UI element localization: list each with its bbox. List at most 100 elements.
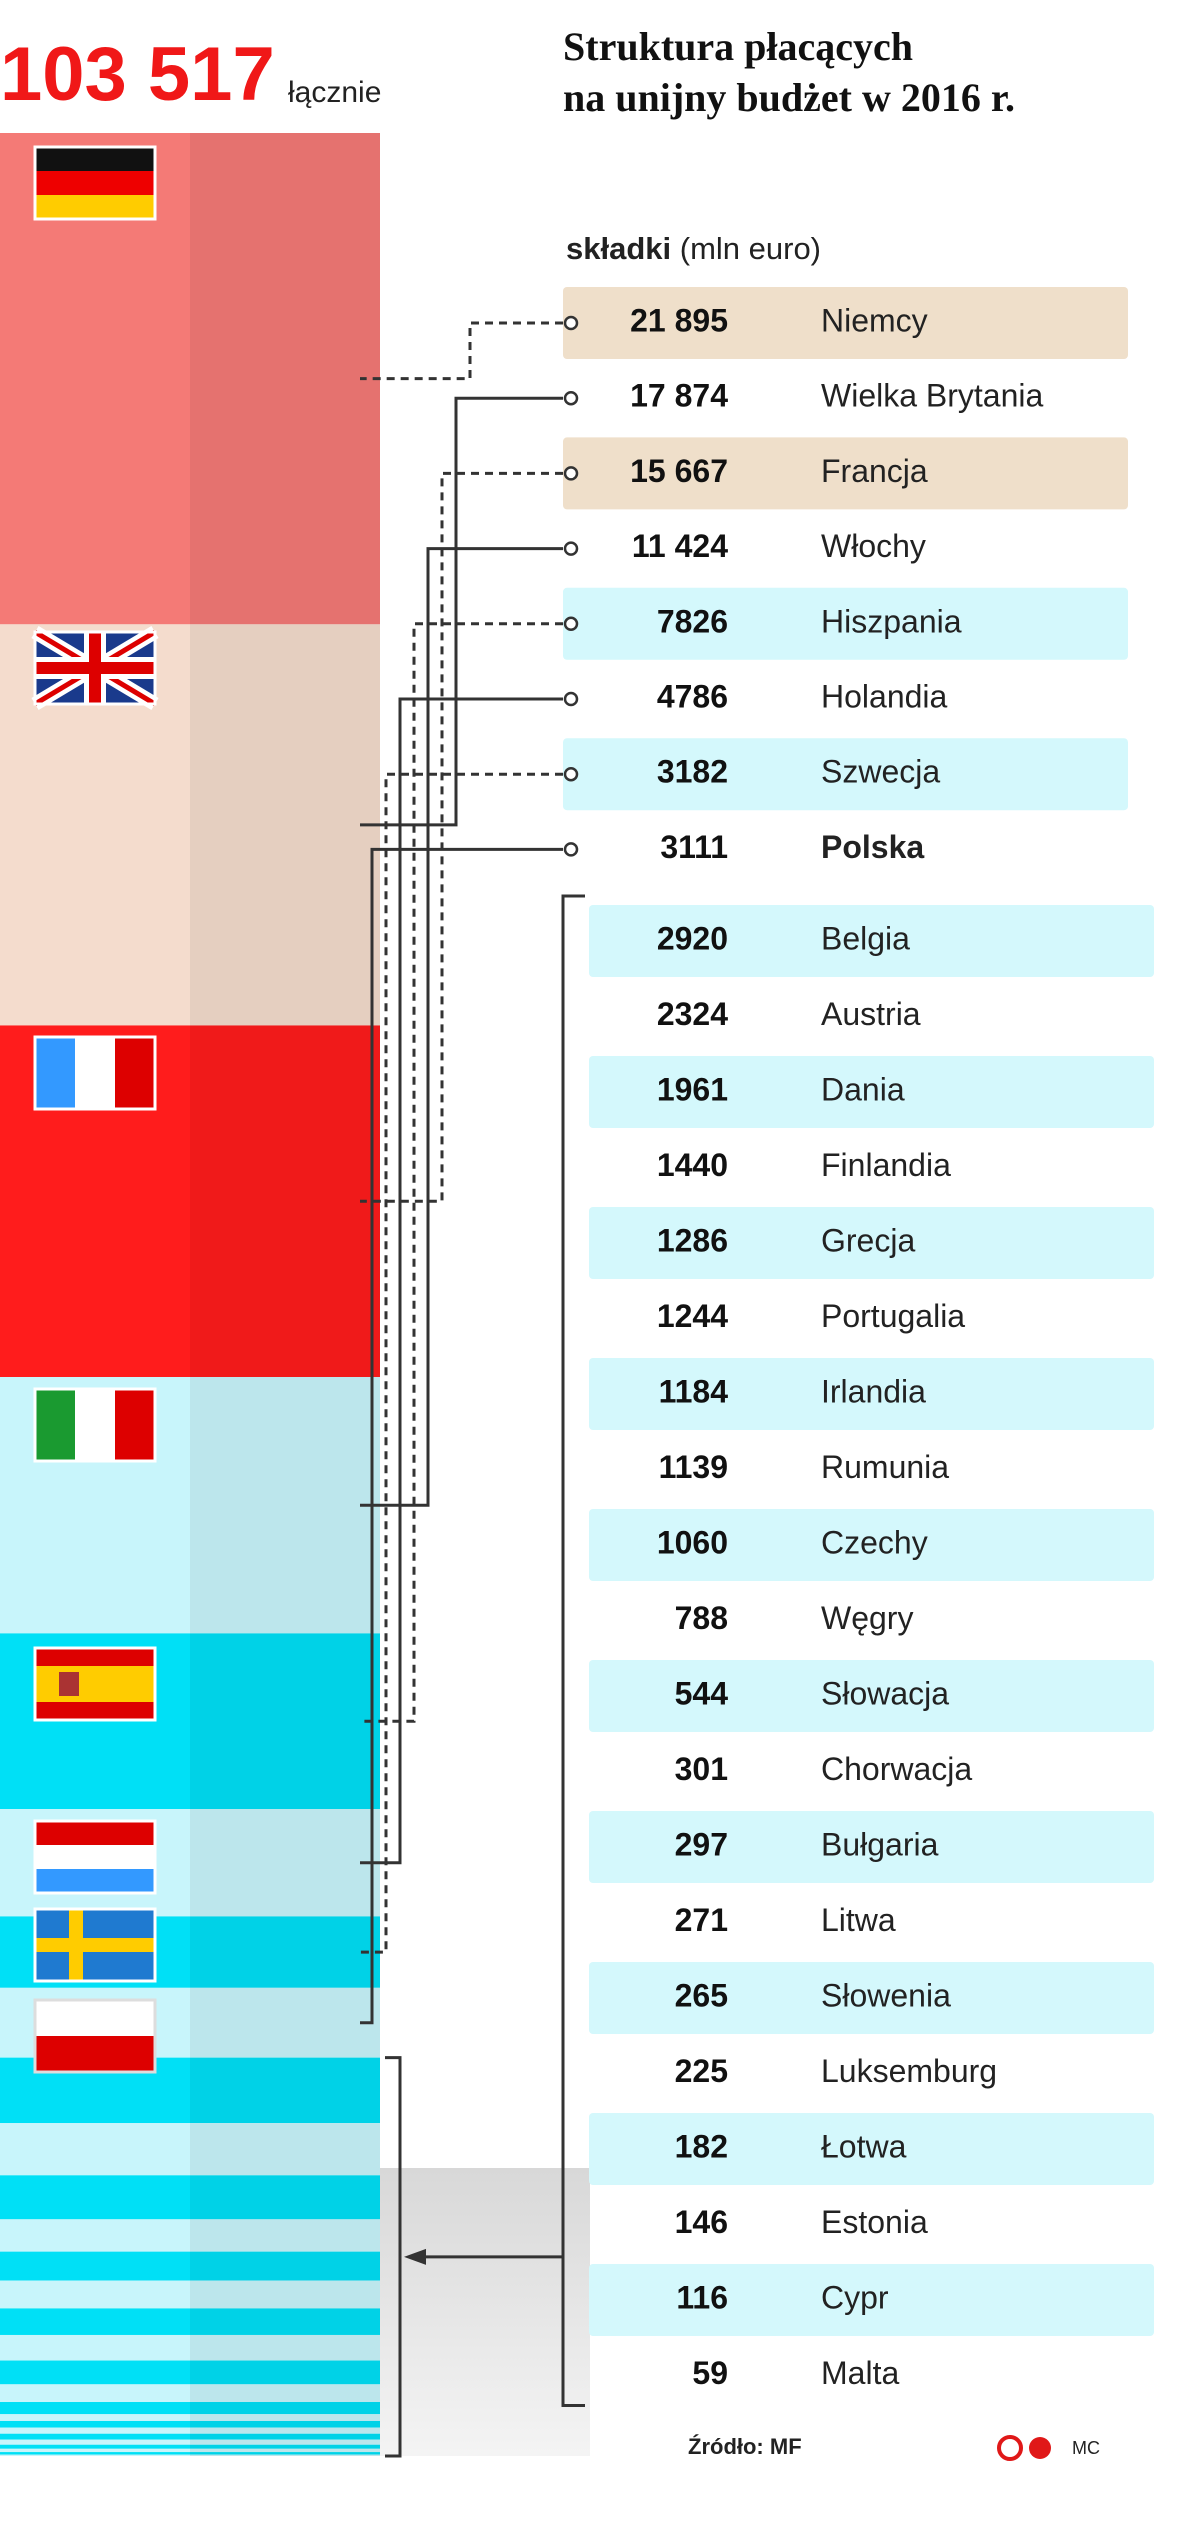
- segment-side-shade: [190, 2123, 380, 2176]
- segment-side-shade: [190, 624, 380, 1026]
- segment: [0, 2402, 190, 2415]
- category-label: Estonia: [821, 2204, 928, 2240]
- segment-side-shade: [190, 2334, 380, 2361]
- column: [0, 133, 380, 2456]
- segment-side: [190, 2420, 380, 2428]
- bracket-left: [385, 2056, 402, 2458]
- row-band: [589, 1056, 1154, 1128]
- flag-nl: [33, 1819, 157, 1895]
- connector: [360, 622, 563, 1723]
- category-label: Węgry: [821, 1600, 913, 1636]
- segment-side: [190, 2280, 380, 2309]
- value-label: 271: [675, 1902, 728, 1938]
- source: Źródło: MF: [688, 2434, 802, 2459]
- value-label: 1060: [657, 1524, 728, 1560]
- connector-dot: [563, 541, 579, 556]
- rows: 21 895 Niemcy 17 874 Wielka Brytania 15 667 F…: [360, 287, 1154, 2458]
- category-label: Holandia: [821, 678, 948, 714]
- segment-side: [190, 2251, 380, 2281]
- segment-side: [190, 2384, 380, 2403]
- segment: [0, 2219, 190, 2252]
- segment-side: [190, 1809, 380, 1917]
- category-label: Grecja: [821, 1222, 915, 1258]
- segment: [0, 2360, 190, 2385]
- category-label: Francja: [821, 453, 928, 489]
- segment: [0, 2123, 190, 2176]
- connector-dot: [563, 315, 579, 331]
- segment: [0, 2251, 190, 2281]
- floor-shadow: [380, 2168, 590, 2456]
- category-label: Słowenia: [821, 1977, 951, 2013]
- segment-side-shade: [190, 1025, 380, 1378]
- segment-side: [190, 2334, 380, 2361]
- segment-side: [190, 1987, 380, 2058]
- row-band: [563, 587, 1128, 660]
- segment-side: [190, 2433, 380, 2440]
- segment-side-shade: [190, 2414, 380, 2421]
- value-label: 7826: [657, 603, 728, 639]
- row-band: [589, 2264, 1154, 2336]
- value-label: 2920: [657, 920, 728, 956]
- category-label: Malta: [821, 2355, 899, 2391]
- category-label: Cypr: [821, 2279, 889, 2315]
- category-label: Bułgaria: [821, 1826, 939, 1862]
- value-label: 1244: [657, 1298, 728, 1334]
- connector: [360, 471, 563, 1203]
- category-label: Hiszpania: [821, 603, 962, 639]
- category-label: Polska: [821, 829, 924, 865]
- segment-side: [190, 1916, 380, 1988]
- segment-side: [190, 2439, 380, 2445]
- segment-side-shade: [190, 1809, 380, 1917]
- segment-side: [190, 2414, 380, 2421]
- segment-side: [190, 2123, 380, 2176]
- connector: [360, 772, 563, 1954]
- segment: [0, 2454, 190, 2456]
- segment: [0, 2420, 190, 2428]
- category-label: Łotwa: [821, 2128, 907, 2164]
- segment-side-shade: [190, 2384, 380, 2403]
- segment: [0, 2444, 190, 2449]
- value-label: 297: [675, 1826, 728, 1862]
- value-label: 225: [675, 2053, 728, 2089]
- chart-title: Struktura płacących: [563, 24, 913, 69]
- value-label: 3182: [657, 754, 728, 790]
- segment-side: [190, 2452, 380, 2455]
- row-band: [589, 1962, 1154, 2034]
- value-heading: składki (mln euro): [566, 231, 821, 266]
- row-band: [589, 1660, 1154, 1732]
- segment-side-shade: [190, 2427, 380, 2434]
- segment-side: [190, 2454, 380, 2456]
- row-band: [563, 738, 1128, 811]
- segment-side: [190, 2308, 380, 2335]
- value-label: 301: [675, 1751, 728, 1787]
- value-label: 544: [675, 1675, 729, 1711]
- segment: [0, 2334, 190, 2361]
- connector-dot: [563, 842, 579, 857]
- segment-side-shade: [190, 2402, 380, 2415]
- segment-side: [190, 2402, 380, 2415]
- category-label: Włochy: [821, 528, 926, 564]
- value-label: 788: [675, 1600, 728, 1636]
- segment-side: [190, 1377, 380, 1634]
- category-label: Niemcy: [821, 302, 928, 338]
- row-band: [589, 2113, 1154, 2185]
- value-label: 4786: [657, 678, 728, 714]
- segment-side-shade: [190, 2433, 380, 2440]
- segment-side: [190, 2444, 380, 2449]
- flag-it: [33, 1387, 157, 1463]
- segment-side: [190, 2057, 380, 2124]
- value-label: 15 667: [630, 453, 728, 489]
- connector-dot: [563, 616, 579, 632]
- value-label: 265: [675, 1977, 728, 2013]
- value-heading-label: składki: [566, 231, 671, 266]
- value-label: 59: [692, 2355, 728, 2391]
- connector: [360, 321, 563, 381]
- value-unit: (mln euro): [680, 231, 821, 266]
- segment-side-shade: [190, 133, 380, 625]
- connector-dot: [563, 390, 579, 406]
- segment-side-shade: [190, 2448, 380, 2453]
- bracket-right: [561, 894, 585, 2407]
- row-band: [589, 1358, 1154, 1430]
